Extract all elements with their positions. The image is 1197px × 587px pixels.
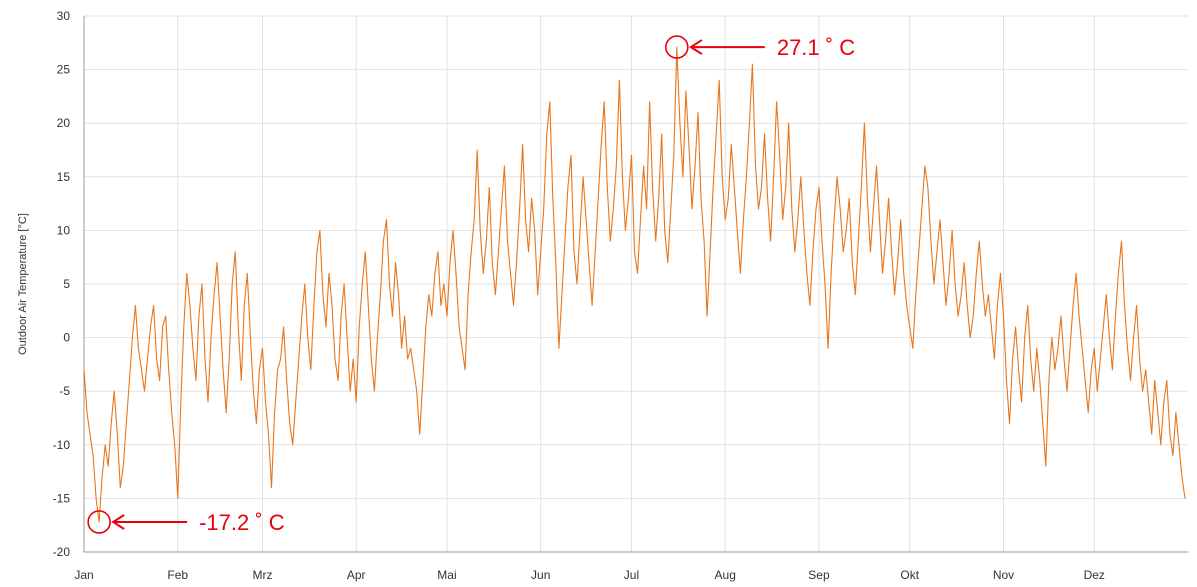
annotation-label: -17.2 ˚ C xyxy=(199,510,285,535)
series-line-temperature xyxy=(83,46,1186,523)
x-tick-label: Jan xyxy=(74,568,93,582)
x-tick-label: Nov xyxy=(993,568,1014,582)
annotation-marker-circle xyxy=(87,510,111,534)
annotation: -17.2 ˚ C xyxy=(87,510,285,535)
annotations: 27.1 ˚ C -17.2 ˚ C xyxy=(87,35,855,535)
y-tick-label: -5 xyxy=(59,384,70,398)
y-tick-label: 10 xyxy=(57,223,71,237)
grid-lines xyxy=(84,15,1188,553)
x-tick-label: Jun xyxy=(531,568,550,582)
annotation-marker-circle xyxy=(665,35,689,59)
y-tick-label: 25 xyxy=(57,63,71,77)
y-tick-label: 30 xyxy=(57,9,71,23)
x-tick-label: Jul xyxy=(624,568,639,582)
x-tick-labels: Jan Feb Mrz Apr Mai Jun Jul Aug Sep Okt Nov Dez xyxy=(74,568,1105,582)
annotation: 27.1 ˚ C xyxy=(665,35,855,60)
x-tick-label: Apr xyxy=(347,568,366,582)
annotation-arrow-head xyxy=(688,39,703,55)
y-tick-label: 20 xyxy=(57,116,71,130)
x-tick-label: Aug xyxy=(715,568,736,582)
y-tick-label: 5 xyxy=(63,277,70,291)
x-tick-label: Sep xyxy=(808,568,830,582)
y-tick-label: 0 xyxy=(63,331,70,345)
y-tick-label: 15 xyxy=(57,170,71,184)
y-tick-labels: 30 25 20 15 10 5 0 -5 -10 -15 -20 xyxy=(53,9,71,559)
y-axis-label: Outdoor Air Temperature [°C] xyxy=(17,213,29,355)
y-tick-label: -20 xyxy=(53,545,71,559)
x-tick-label: Dez xyxy=(1084,568,1105,582)
x-tick-label: Mai xyxy=(437,568,456,582)
x-tick-label: Okt xyxy=(900,568,919,582)
y-tick-label: -15 xyxy=(53,491,71,505)
y-tick-label: -10 xyxy=(53,438,71,452)
x-tick-label: Feb xyxy=(167,568,188,582)
axes xyxy=(83,16,1188,553)
x-tick-label: Mrz xyxy=(252,568,272,582)
annotation-label: 27.1 ˚ C xyxy=(777,35,855,60)
annotation-arrow-head xyxy=(111,514,125,530)
